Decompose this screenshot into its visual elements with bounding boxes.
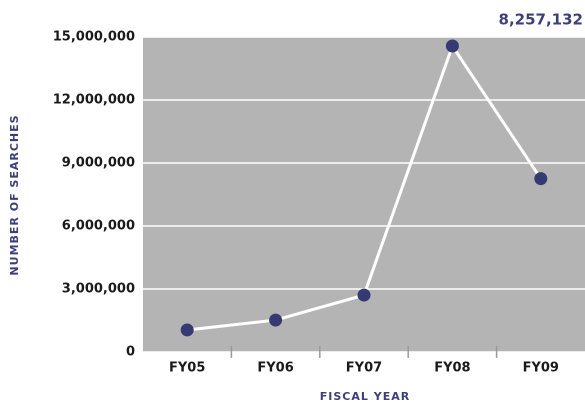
x-tick-label: FY08 (434, 361, 470, 376)
y-tick-label: 15,000,000 (53, 30, 135, 45)
x-tick-label: FY07 (346, 361, 382, 376)
y-tick-label: 12,000,000 (53, 93, 135, 108)
y-tick-label: 6,000,000 (62, 219, 135, 234)
annotation: 8,257,132 (499, 11, 583, 29)
plot-background (143, 37, 585, 352)
point (357, 288, 371, 302)
point (534, 172, 548, 186)
x-tick-label: FY09 (523, 361, 559, 376)
y-tick-label: 3,000,000 (62, 282, 135, 297)
point (269, 313, 283, 327)
y-tick-label: 0 (126, 345, 135, 360)
y-tick-label: 9,000,000 (62, 156, 135, 171)
point (445, 39, 459, 53)
x-tick-label: FY06 (257, 361, 293, 376)
x-axis-label: FISCAL YEAR (320, 390, 410, 403)
x-tick-label: FY05 (169, 361, 205, 376)
y-axis-label: NUMBER OF SEARCHES (8, 114, 21, 275)
point (180, 323, 194, 337)
